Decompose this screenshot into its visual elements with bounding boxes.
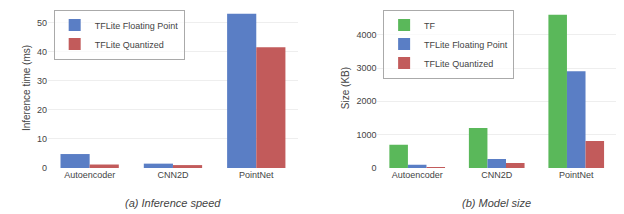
svg-text:40: 40 <box>37 47 47 57</box>
svg-text:30: 30 <box>37 76 47 86</box>
svg-text:3000: 3000 <box>356 63 376 73</box>
svg-text:50: 50 <box>37 18 47 28</box>
svg-text:TFLite Floating Point: TFLite Floating Point <box>95 21 179 31</box>
svg-text:0: 0 <box>371 163 376 173</box>
svg-text:Size (KB): Size (KB) <box>340 67 351 109</box>
svg-text:0: 0 <box>42 163 47 173</box>
svg-text:10: 10 <box>37 134 47 144</box>
svg-text:TFLite Quantized: TFLite Quantized <box>424 59 493 69</box>
svg-text:Autoencoder: Autoencoder <box>392 170 443 180</box>
svg-text:20: 20 <box>37 105 47 115</box>
svg-text:Autoencoder: Autoencoder <box>64 170 115 180</box>
svg-text:(a) Inference speed: (a) Inference speed <box>125 197 221 209</box>
svg-text:CNN2D: CNN2D <box>157 170 189 180</box>
svg-text:Inference time (ms): Inference time (ms) <box>21 45 32 131</box>
svg-text:TFLite Floating Point: TFLite Floating Point <box>424 40 508 50</box>
svg-text:1000: 1000 <box>356 130 376 140</box>
svg-text:4000: 4000 <box>356 30 376 40</box>
svg-text:PointNet: PointNet <box>239 170 274 180</box>
svg-text:PointNet: PointNet <box>559 170 594 180</box>
svg-text:CNN2D: CNN2D <box>481 170 513 180</box>
svg-text:TF: TF <box>424 21 435 31</box>
svg-text:TFLite Quantized: TFLite Quantized <box>95 40 164 50</box>
svg-text:2000: 2000 <box>356 96 376 106</box>
svg-text:(b) Model size: (b) Model size <box>462 197 531 209</box>
